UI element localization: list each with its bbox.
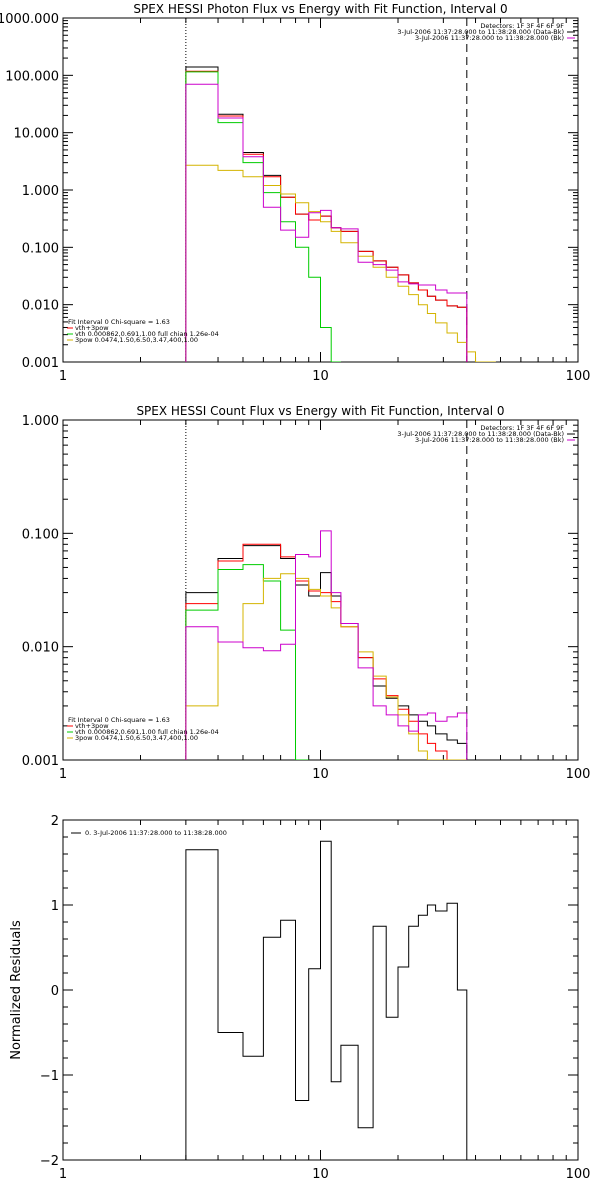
x-tick-label: 100 (566, 767, 591, 782)
x-tick-label: 10 (312, 1167, 329, 1182)
x-tick-label: 100 (566, 369, 591, 384)
count-flux-panel: SPEX HESSI Count Flux vs Energy with Fit… (22, 404, 591, 782)
photon-flux-panel: SPEX HESSI Photon Flux vs Energy with Fi… (0, 2, 590, 384)
y-tick-label: 0 (51, 984, 59, 999)
x-tick-label: 10 (312, 369, 329, 384)
legend-top-text: 3-Jul-2006 11:37:28.000 to 11:38:28.000 … (415, 436, 564, 444)
y-tick-label: 0.010 (22, 641, 59, 656)
x-tick-label: 1 (59, 369, 67, 384)
series-line-vth (185, 71, 341, 362)
y-tick-label: 1000.000 (0, 12, 59, 27)
chart-title: SPEX HESSI Photon Flux vs Energy with Fi… (133, 2, 507, 16)
legend-top-text: Detectors: 1F 3F 4F 6F 9F (480, 22, 564, 30)
y-axis-label: Normalized Residuals (9, 920, 24, 1060)
y-tick-label: −1 (40, 1069, 59, 1084)
residuals-panel: 1 10 100 −2 −1 0 1 2 Normalized Residuals 0. 3-Ju… (9, 814, 590, 1182)
legend-top-text: Detectors: 1F 3F 4F 6F 9F (480, 424, 564, 432)
y-tick-label: 2 (51, 814, 59, 829)
legend-bottom-text: 3pow 0.0474,1.50,6.50,3.47,400,1.00 (75, 734, 198, 742)
chart-title: SPEX HESSI Count Flux vs Energy with Fit… (136, 404, 504, 418)
x-tick-label: 1 (59, 1167, 67, 1182)
y-tick-label: 0.100 (22, 241, 59, 256)
y-tick-label: −2 (40, 1154, 59, 1169)
y-tick-label: 0.010 (22, 299, 59, 314)
legend-top-text: 3-Jul-2006 11:37:28.000 to 11:38:28.000 … (415, 34, 564, 42)
series-group (185, 530, 468, 760)
legend-top-text: 3-Jul-2006 11:37:28.000 to 11:38:28.000 … (397, 430, 564, 438)
series-line-3pow (185, 164, 496, 362)
series-group (185, 66, 496, 362)
series-line-residuals (185, 840, 468, 1160)
y-tick-label: 0.100 (22, 527, 59, 542)
series-line-bk (185, 530, 468, 760)
legend-top-text: 3-Jul-2006 11:37:28.000 to 11:38:28.000 … (397, 28, 564, 36)
y-tick-label: 10.000 (14, 127, 60, 142)
series-line-vth-3pow (185, 70, 468, 362)
legend-bottom-text: Fit Interval 0 Chi-square = 1.63 (68, 318, 170, 326)
legend-bottom-text: Fit Interval 0 Chi-square = 1.63 (68, 716, 170, 724)
legend-text: 0. 3-Jul-2006 11:37:28.000 to 11:38:28.0… (85, 829, 227, 837)
series-group (185, 840, 468, 1160)
y-tick-label: 0.001 (22, 754, 59, 769)
legend-bottom-text: 3pow 0.0474,1.50,6.50,3.47,400,1.00 (75, 336, 198, 344)
legend-bottom-text: vth+3pow (75, 722, 109, 730)
series-line-data-bk (185, 545, 468, 760)
series-line-bk (185, 83, 468, 362)
y-tick-label: 100.000 (5, 69, 59, 84)
legend-bottom-text: vth 0.000862,0.691,1.00 full chian 1.26e… (75, 330, 219, 338)
y-tick-label: 1.000 (22, 414, 59, 429)
series-line-data-bk (185, 66, 468, 362)
legend-bottom-text: vth 0.000862,0.691,1.00 full chian 1.26e… (75, 728, 219, 736)
x-tick-label: 100 (566, 1167, 591, 1182)
legend-bottom-text: vth+3pow (75, 324, 109, 332)
series-line-vth-3pow (185, 543, 467, 760)
x-tick-label: 1 (59, 767, 67, 782)
y-tick-label: 1 (51, 899, 59, 914)
y-tick-label: 0.001 (22, 356, 59, 371)
y-tick-label: 1.000 (22, 184, 59, 199)
x-tick-label: 10 (312, 767, 329, 782)
series-line-3pow (185, 573, 467, 760)
